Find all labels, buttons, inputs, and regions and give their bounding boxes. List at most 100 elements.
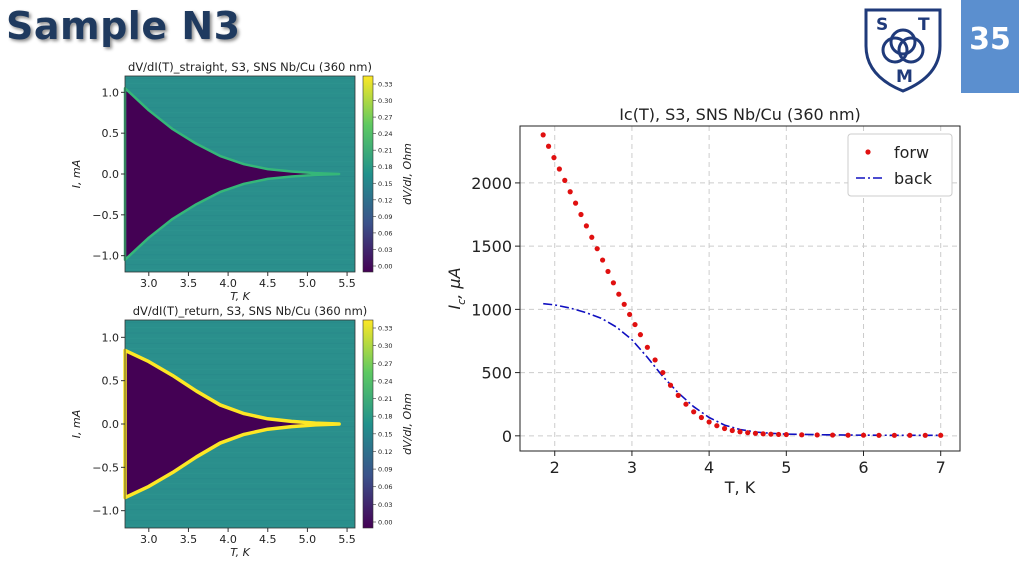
x-tick-label: 4.0: [219, 277, 237, 290]
series-forw-point: [589, 234, 595, 240]
colorbar-tick-label: 0.03: [378, 501, 392, 509]
logo-letter-t: T: [918, 15, 930, 35]
y-tick-label: 500: [481, 364, 512, 383]
colorbar-tick-label: 0.00: [378, 263, 392, 271]
series-forw-point: [610, 280, 617, 286]
series-forw-point: [938, 432, 944, 438]
colorbar-label: dV/dI, Ohm: [401, 143, 414, 205]
colorbar-tick-label: 0.33: [378, 81, 392, 89]
colorbar-label: dV/dI, Ohm: [401, 393, 414, 455]
x-tick-label: 3.0: [140, 277, 158, 290]
y-tick-label: 0.5: [102, 127, 120, 140]
y-tick-label: 0.0: [102, 418, 120, 431]
series-forw-point: [616, 291, 622, 297]
series-forw-point: [632, 321, 638, 328]
y-axis-label-main: I: [445, 305, 464, 310]
series-forw-point: [644, 344, 650, 350]
y-tick-label: 1500: [471, 237, 512, 256]
y-tick-label: 1.0: [102, 86, 120, 99]
x-tick-label: 3.5: [180, 533, 198, 546]
colorbar-tick-label: 0.21: [378, 147, 392, 155]
heatmap-straight: dV/dI(T)_straight, S3, SNS Nb/Cu (360 nm…: [70, 60, 414, 302]
heatmap-title: dV/dI(T)_return, S3, SNS Nb/Cu (360 nm): [133, 304, 368, 318]
x-tick-label: 3.0: [140, 533, 158, 546]
series-forw-point: [698, 414, 705, 421]
x-axis-label: T, K: [230, 290, 250, 302]
colorbar-tick-label: 0.12: [378, 196, 392, 204]
series-forw-point: [729, 427, 735, 434]
series-forw-point: [860, 432, 867, 438]
series-forw-point: [760, 431, 766, 437]
y-tick-label: −0.5: [92, 461, 119, 474]
series-forw-point: [562, 177, 568, 183]
x-tick-label: 4.5: [259, 533, 277, 546]
series-forw-point: [814, 432, 820, 438]
series-forw-point: [675, 392, 681, 398]
series-forw-point: [627, 311, 633, 318]
superconducting-region: [123, 348, 341, 500]
legend-back-label: back: [894, 169, 933, 188]
series-forw-point: [737, 429, 743, 435]
x-tick-label: 6: [858, 458, 868, 477]
series-forw-point: [594, 246, 600, 252]
y-axis-label-unit: , μA: [445, 267, 464, 298]
series-forw-point: [845, 432, 851, 438]
series-forw-point: [583, 223, 589, 229]
heatmap-return: dV/dI(T)_return, S3, SNS Nb/Cu (360 nm) 3…: [70, 304, 414, 559]
series-forw-point: [567, 189, 573, 195]
series-forw-point: [660, 369, 666, 376]
legend-box: [847, 133, 953, 197]
y-tick-label: −0.5: [92, 209, 119, 222]
colorbar-tick-label: 0.03: [378, 246, 392, 254]
colorbar-tick-label: 0.06: [378, 483, 392, 491]
series-forw-point: [621, 301, 627, 307]
legend-forw-label: forw: [894, 143, 929, 162]
colorbar: [362, 319, 374, 529]
series-forw-point: [545, 143, 552, 149]
colorbar-tick-label: 0.00: [378, 519, 392, 527]
colorbar-tick-label: 0.15: [378, 430, 392, 438]
y-axis-label: I, mA: [70, 160, 83, 188]
series-forw-point: [830, 432, 836, 438]
x-axis-label: T, K: [230, 546, 250, 559]
colorbar-tick-label: 0.09: [378, 213, 392, 221]
y-axis-label: Ic, μA: [445, 267, 468, 309]
series-forw-point: [783, 431, 789, 438]
heatmap-title: dV/dI(T)_straight, S3, SNS Nb/Cu (360 nm…: [128, 60, 372, 74]
series-forw-point: [637, 332, 644, 338]
colorbar-tick-label: 0.33: [378, 325, 392, 333]
y-tick-label: 0: [502, 427, 512, 446]
legend-forw-marker: [865, 149, 871, 155]
colorbar-tick-label: 0.15: [378, 180, 392, 188]
series-forw-point: [907, 432, 913, 438]
x-tick-label: 3.5: [180, 277, 198, 290]
colorbar-tick-label: 0.09: [378, 466, 392, 474]
ic-vs-t-chart: Ic(T), S3, SNS Nb/Cu (360 nm) 2 3 4 5 6 7 0 500 1…: [445, 105, 961, 497]
colorbar-tick-label: 0.06: [378, 229, 392, 237]
y-tick-label: 2000: [471, 174, 512, 193]
colorbar-tick-label: 0.27: [378, 360, 392, 368]
series-forw-point: [799, 432, 805, 438]
series-forw-point: [599, 257, 606, 263]
colorbar-tick-label: 0.18: [378, 413, 392, 421]
series-forw-point: [768, 431, 774, 437]
colorbar-tick-label: 0.30: [378, 97, 392, 105]
series-forw-point: [876, 432, 882, 438]
series-forw-point: [652, 357, 658, 363]
series-forw-point: [572, 200, 579, 206]
y-tick-label: −1.0: [92, 505, 119, 518]
slide-title: Sample N3: [6, 4, 241, 48]
x-tick-label: 4.5: [259, 277, 277, 290]
x-tick-label: 5.5: [338, 277, 356, 290]
y-tick-label: 0.5: [102, 375, 120, 388]
y-tick-label: 1000: [471, 300, 512, 319]
logo-letter-s: S: [876, 15, 888, 35]
series-forw-point: [752, 430, 759, 436]
x-tick-label: 5.0: [299, 533, 317, 546]
page-number: 35: [961, 0, 1019, 93]
series-forw-point: [683, 401, 689, 407]
colorbar: [362, 75, 374, 273]
x-tick-label: 5.0: [299, 277, 317, 290]
y-tick-label: −1.0: [92, 250, 119, 263]
x-tick-label: 7: [936, 458, 946, 477]
